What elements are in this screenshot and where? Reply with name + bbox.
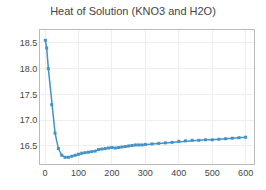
svg-text:300: 300 — [138, 168, 153, 178]
svg-text:18.5: 18.5 — [20, 38, 38, 48]
svg-text:600: 600 — [238, 168, 253, 178]
svg-text:Heat of Solution (KNO3 and H2O: Heat of Solution (KNO3 and H2O) — [50, 5, 216, 17]
svg-text:0: 0 — [43, 168, 48, 178]
svg-text:400: 400 — [171, 168, 186, 178]
svg-text:17.5: 17.5 — [20, 90, 38, 100]
svg-text:16.5: 16.5 — [20, 141, 38, 151]
svg-text:500: 500 — [205, 168, 220, 178]
svg-text:100: 100 — [71, 168, 86, 178]
svg-text:17.0: 17.0 — [20, 115, 38, 125]
svg-text:200: 200 — [104, 168, 119, 178]
svg-text:18.0: 18.0 — [20, 64, 38, 74]
